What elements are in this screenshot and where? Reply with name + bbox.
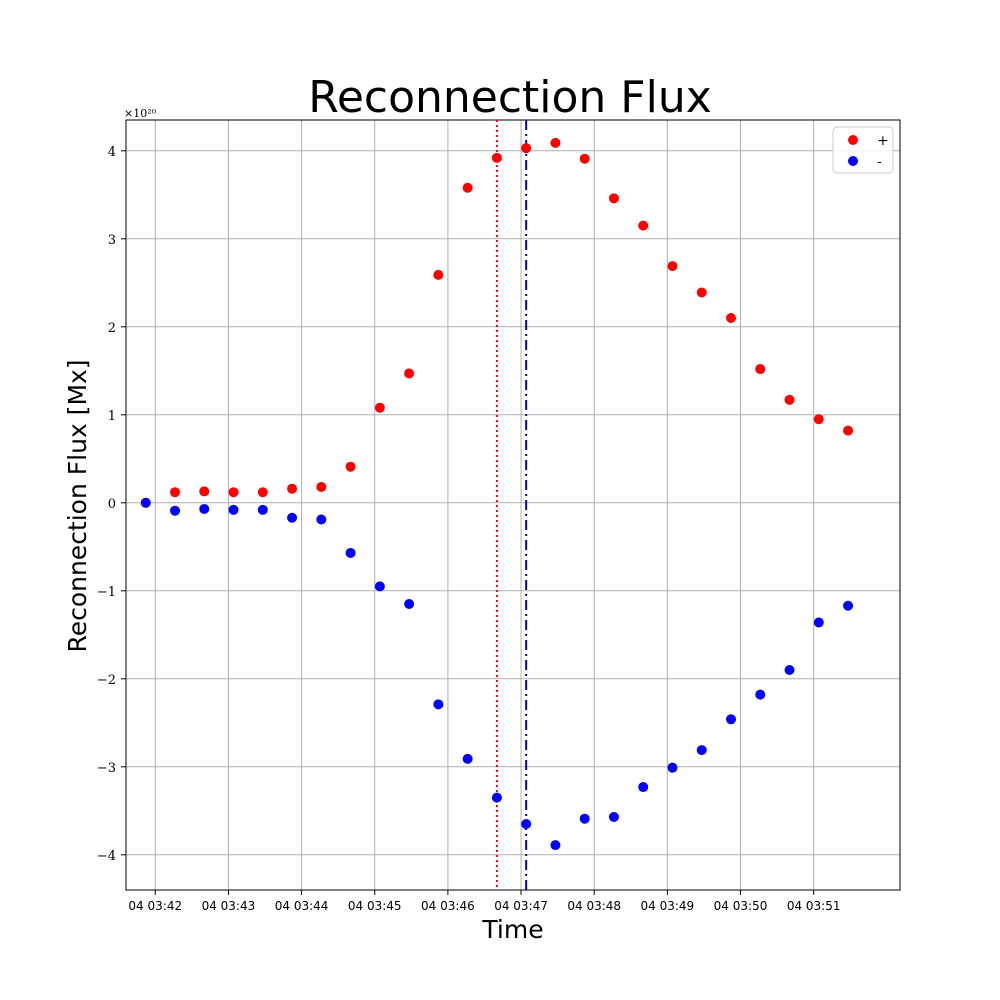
y-tick-label: −1 [97, 585, 116, 600]
data-point-plus [257, 487, 268, 498]
data-point-plus [491, 152, 502, 163]
data-point-minus [726, 714, 737, 725]
legend-box [832, 126, 894, 174]
data-point-plus [843, 425, 854, 436]
y-tick-label: 2 [108, 321, 116, 336]
data-point-minus [257, 504, 268, 515]
data-point-minus [287, 512, 298, 523]
data-point-minus [550, 840, 561, 851]
data-point-plus [316, 481, 327, 492]
data-point-plus [345, 461, 356, 472]
plot-area-frame [125, 119, 901, 891]
data-point-minus [374, 581, 385, 592]
data-point-minus [316, 514, 327, 525]
data-point-plus [638, 220, 649, 231]
legend[interactable]: + - [832, 126, 894, 174]
grid-lines [126, 120, 900, 890]
data-point-minus [755, 689, 766, 700]
data-point-plus [608, 193, 619, 204]
x-tick-label: 04 03:44 [275, 899, 329, 913]
data-point-plus [462, 182, 473, 193]
x-axis-label: Time [481, 915, 543, 944]
data-point-minus [228, 504, 239, 515]
legend-label-plus: + [877, 133, 889, 149]
chart-title: Reconnection Flux [308, 72, 712, 123]
data-point-minus [170, 505, 181, 516]
y-axis-label: Reconnection Flux [Mx] [63, 359, 92, 652]
data-point-plus [170, 487, 181, 498]
data-point-minus [404, 599, 415, 609]
data-points [140, 137, 854, 851]
legend-marker-minus [848, 156, 858, 166]
data-point-minus [345, 547, 356, 558]
x-tick-label: 04 03:49 [641, 899, 695, 913]
y-axis-ticks: −4 −3 −2 −1 0 1 2 3 4 [97, 145, 126, 864]
data-point-minus [199, 503, 210, 514]
data-point-minus [638, 782, 649, 793]
data-point-plus [667, 261, 678, 272]
data-point-plus [287, 483, 298, 494]
y-tick-label: 1 [108, 409, 116, 424]
x-tick-label: 04 03:45 [348, 899, 402, 913]
y-axis-multiplier: ×10²⁰ [124, 107, 157, 120]
x-tick-label: 04 03:47 [494, 899, 548, 913]
data-point-minus [140, 497, 151, 508]
legend-marker-plus [848, 135, 858, 145]
data-point-minus [579, 813, 590, 824]
data-point-plus [404, 368, 415, 379]
data-point-minus [608, 811, 619, 822]
data-point-plus [521, 143, 532, 154]
data-point-minus [813, 617, 824, 628]
data-point-plus [228, 487, 239, 498]
data-point-minus [696, 745, 707, 756]
data-point-plus [784, 394, 795, 405]
x-tick-label: 04 03:50 [714, 899, 768, 913]
data-point-plus [579, 153, 590, 164]
x-tick-label: 04 03:51 [787, 899, 841, 913]
data-point-minus [784, 665, 795, 675]
x-tick-label: 04 03:48 [567, 899, 621, 913]
y-tick-label: −4 [97, 849, 116, 864]
data-point-plus [726, 313, 737, 323]
data-point-plus [199, 486, 210, 497]
data-point-minus [667, 762, 678, 773]
data-point-plus [374, 402, 385, 413]
x-tick-label: 04 03:43 [202, 899, 256, 913]
x-tick-label: 04 03:42 [128, 899, 182, 913]
legend-label-minus: - [877, 154, 882, 170]
x-axis-ticks: 04 03:42 04 03:43 04 03:44 04 03:45 04 03:46… [128, 890, 841, 913]
data-point-plus [433, 269, 444, 280]
data-point-plus [696, 287, 707, 298]
y-tick-label: 3 [108, 233, 116, 248]
data-point-minus [491, 792, 502, 803]
data-point-plus [813, 414, 824, 425]
data-point-minus [462, 753, 473, 764]
y-tick-label: 0 [108, 497, 116, 512]
data-point-minus [521, 819, 532, 829]
data-point-minus [843, 600, 854, 611]
data-point-plus [550, 137, 561, 148]
y-tick-label: −3 [97, 761, 116, 776]
y-tick-label: 4 [108, 145, 116, 160]
reference-lines [495, 120, 528, 890]
data-point-plus [755, 364, 766, 375]
data-point-minus [433, 699, 444, 710]
x-tick-label: 04 03:46 [421, 899, 475, 913]
y-tick-label: −2 [97, 673, 116, 688]
